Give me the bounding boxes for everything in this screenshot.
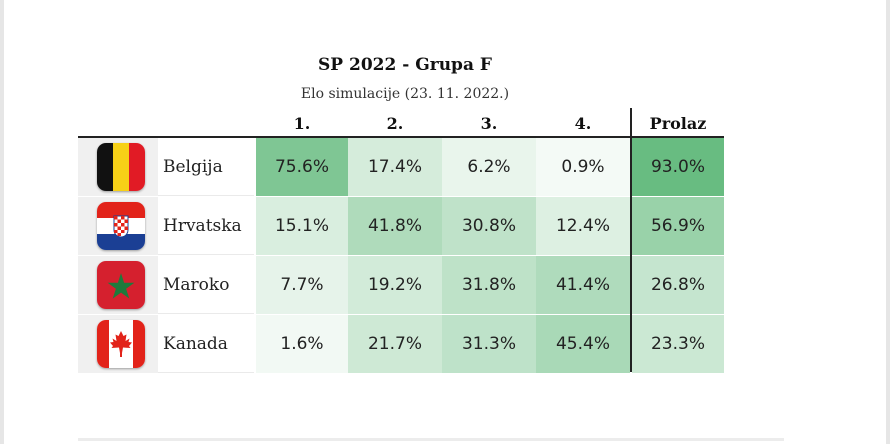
- value-cell: 0.9%: [536, 138, 630, 196]
- value-cell: 41.4%: [536, 256, 630, 314]
- team-name: Maroko: [158, 256, 254, 314]
- value-cell: 93.0%: [632, 138, 724, 196]
- value-cell: 23.3%: [632, 315, 724, 373]
- value-cell: 45.4%: [536, 315, 630, 373]
- value-cell: 1.6%: [256, 315, 348, 373]
- bottom-divider: [78, 438, 784, 441]
- left-frame: [0, 0, 4, 444]
- value-cell: 19.2%: [348, 256, 442, 314]
- value-cell: 31.8%: [442, 256, 536, 314]
- flag-cell: [78, 256, 158, 314]
- morocco-flag-icon: [97, 261, 145, 309]
- flag-cell: [78, 315, 158, 373]
- team-name: Hrvatska: [158, 197, 254, 255]
- value-cell: 75.6%: [256, 138, 348, 196]
- belgium-flag-icon: [97, 143, 145, 191]
- value-cell: 15.1%: [256, 197, 348, 255]
- flag-cell: [78, 197, 158, 255]
- chart-title: SP 2022 - Grupa F: [318, 55, 492, 75]
- value-cell: 31.3%: [442, 315, 536, 373]
- right-frame: [886, 0, 890, 444]
- column-header-prolaz: Prolaz: [649, 114, 707, 133]
- value-cell: 56.9%: [632, 197, 724, 255]
- table-row: Maroko 7.7% 19.2% 31.8% 41.4% 26.8%: [78, 256, 724, 314]
- table-row: Belgija 75.6% 17.4% 6.2% 0.9% 93.0%: [78, 138, 724, 196]
- team-name: Kanada: [158, 315, 254, 373]
- value-cell: 41.8%: [348, 197, 442, 255]
- value-cell: 30.8%: [442, 197, 536, 255]
- team-name: Belgija: [158, 138, 254, 196]
- column-header-1: 1.: [293, 114, 311, 133]
- table-row: Kanada 1.6% 21.7% 31.3% 45.4% 23.3%: [78, 315, 724, 373]
- table-row: Hrvatska 15.1% 41.8% 30.8% 12.4% 56.9%: [78, 197, 724, 255]
- value-cell: 26.8%: [632, 256, 724, 314]
- column-header-2: 2.: [386, 114, 404, 133]
- value-cell: 6.2%: [442, 138, 536, 196]
- prolaz-divider: [630, 108, 632, 372]
- value-cell: 7.7%: [256, 256, 348, 314]
- chart-subtitle: Elo simulacije (23. 11. 2022.): [300, 86, 510, 102]
- value-cell: 12.4%: [536, 197, 630, 255]
- header-rule: [78, 136, 724, 138]
- column-header-3: 3.: [480, 114, 498, 133]
- flag-cell: [78, 138, 158, 196]
- column-header-4: 4.: [574, 114, 592, 133]
- canada-flag-icon: [97, 320, 145, 368]
- value-cell: 21.7%: [348, 315, 442, 373]
- croatia-flag-icon: [97, 202, 145, 250]
- value-cell: 17.4%: [348, 138, 442, 196]
